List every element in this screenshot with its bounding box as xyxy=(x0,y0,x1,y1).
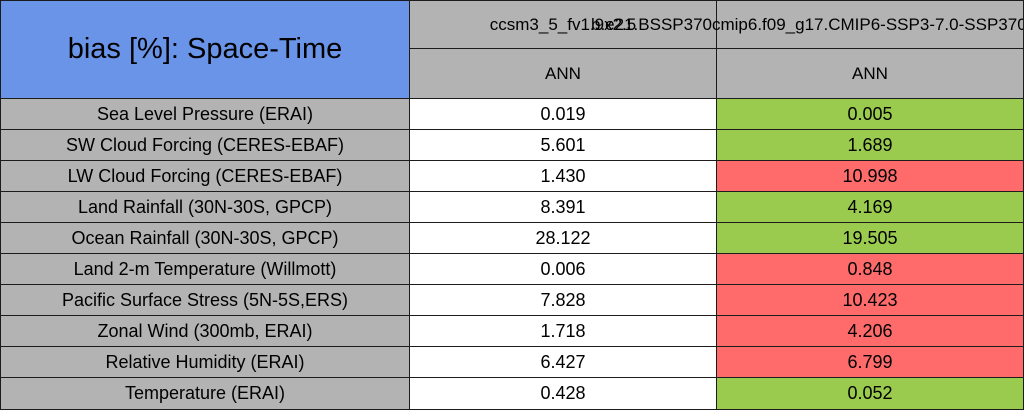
model2-header-cell: b.e21.BSSP370cmip6.f09_g17.CMIP6-SSP3-7.… xyxy=(591,1,1023,49)
model2-value: 0.005 xyxy=(717,99,1023,130)
season1-label: ANN xyxy=(545,63,581,83)
model2-value: 10.423 xyxy=(717,285,1023,316)
model2-value: 10.998 xyxy=(717,161,1023,192)
row-label: Land Rainfall (30N-30S, GPCP) xyxy=(1,192,410,223)
model1-value: 8.391 xyxy=(410,192,717,223)
model1-header-cell: ccsm3_5_fv1.9x2.5 xyxy=(410,1,717,49)
model1-value: 0.006 xyxy=(410,254,717,285)
row-label: Ocean Rainfall (30N-30S, GPCP) xyxy=(1,223,410,254)
model2-value: 4.169 xyxy=(717,192,1023,223)
row-label: Relative Humidity (ERAI) xyxy=(1,347,410,378)
row-label: Temperature (ERAI) xyxy=(1,378,410,409)
row-label: Sea Level Pressure (ERAI) xyxy=(1,99,410,130)
model1-value: 0.019 xyxy=(410,99,717,130)
model2-value: 4.206 xyxy=(717,316,1023,347)
model2-value: 0.848 xyxy=(717,254,1023,285)
model1-value: 6.427 xyxy=(410,347,717,378)
season2-header-cell: ANN xyxy=(717,49,1023,99)
model1-value: 5.601 xyxy=(410,130,717,161)
season2-label: ANN xyxy=(852,63,888,83)
model2-value: 19.505 xyxy=(717,223,1023,254)
row-label: Zonal Wind (300mb, ERAI) xyxy=(1,316,410,347)
model1-value: 1.430 xyxy=(410,161,717,192)
model1-value: 28.122 xyxy=(410,223,717,254)
model2-value: 6.799 xyxy=(717,347,1023,378)
row-label: Pacific Surface Stress (5N-5S,ERS) xyxy=(1,285,410,316)
row-label: SW Cloud Forcing (CERES-EBAF) xyxy=(1,130,410,161)
model1-value: 1.718 xyxy=(410,316,717,347)
row-label: LW Cloud Forcing (CERES-EBAF) xyxy=(1,161,410,192)
table-title: bias [%]: Space-Time xyxy=(67,33,343,65)
model1-name: ccsm3_5_fv1.9x2.5 xyxy=(489,14,637,34)
model1-value: 0.428 xyxy=(410,378,717,409)
model2-name: b.e21.BSSP370cmip6.f09_g17.CMIP6-SSP3-7.… xyxy=(591,14,1024,34)
season1-header-cell: ANN xyxy=(410,49,717,99)
model2-value: 0.052 xyxy=(717,378,1023,409)
row-label: Land 2-m Temperature (Willmott) xyxy=(1,254,410,285)
model1-value: 7.828 xyxy=(410,285,717,316)
table-title-cell: bias [%]: Space-Time xyxy=(1,1,410,99)
model2-value: 1.689 xyxy=(717,130,1023,161)
